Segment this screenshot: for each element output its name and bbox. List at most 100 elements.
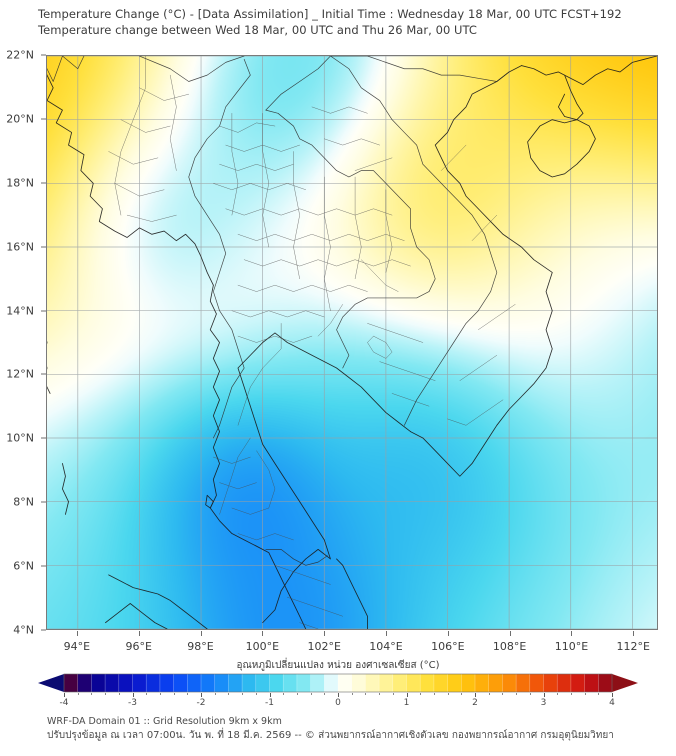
colorbar-minor-tick [433, 693, 435, 695]
colorbar-minor-tick [584, 693, 586, 695]
latitude-tick-mark [41, 118, 46, 120]
longitude-tick-label: 110°E [554, 640, 589, 653]
latitude-tick-label: 18°N [6, 176, 34, 190]
latitude-tick-mark [41, 565, 46, 567]
colorbar-major-tick [475, 693, 476, 697]
colorbar-minor-tick [598, 693, 600, 695]
colorbar-minor-tick [228, 693, 230, 695]
chart-title-block: Temperature Change (°C) - [Data Assimila… [38, 7, 658, 38]
colorbar-minor-tick [105, 693, 107, 695]
longitude-tick-mark [386, 631, 387, 636]
colorbar-major-tick [201, 693, 202, 697]
colorbar-minor-tick [570, 693, 572, 695]
colorbar-tick-label: 4 [609, 698, 615, 708]
longitude-tick-label: 112°E [616, 640, 650, 653]
colorbar-tick-label: 2 [472, 698, 478, 708]
latitude-tick-label: 4°N [13, 623, 34, 637]
footer-block: WRF-DA Domain 01 :: Grid Resolution 9km … [47, 715, 667, 743]
longitude-tick-label: 94°E [63, 640, 91, 653]
colorbar-extend-arrows [38, 674, 638, 692]
longitude-tick-label: 102°E [307, 640, 341, 653]
colorbar-tick-label: 3 [540, 698, 547, 708]
colorbar-minor-tick [283, 693, 285, 695]
colorbar-major-tick [132, 693, 134, 697]
colorbar-minor-tick [557, 693, 559, 695]
colorbar-minor-tick [324, 693, 326, 695]
longitude-tick-mark [633, 631, 635, 636]
colorbar-minor-tick [255, 693, 257, 695]
latitude-tick-label: 6°N [13, 559, 34, 573]
colorbar-tick-label: 1 [403, 698, 410, 708]
colorbar-minor-tick [529, 693, 531, 695]
colorbar-minor-tick [173, 693, 175, 695]
colorbar-title: อุณหภูมิเปลี่ยนแปลง หน่วย องศาเซลเซียส (… [236, 660, 440, 671]
colorbar-minor-tick [365, 693, 367, 695]
footer-credit-thai: ปรับปรุงข้อมูล ณ เวลา 07:00น. วัน พ. ที่… [47, 730, 614, 741]
colorbar-minor-tick [351, 693, 353, 695]
colorbar-minor-tick [77, 693, 79, 695]
colorbar-block: อุณหภูมิเปลี่ยนแปลง หน่วย องศาเซลเซียส (… [38, 658, 638, 710]
colorbar-tick-label: -4 [59, 698, 69, 708]
latitude-tick-label: 14°N [6, 304, 34, 318]
latitude-tick-label: 22°N [6, 48, 34, 62]
colorbar-minor-tick [296, 693, 298, 695]
longitude-tick-mark [76, 631, 78, 636]
colorbar-major-tick [406, 693, 408, 697]
latitude-tick-label: 8°N [13, 495, 34, 509]
colorbar-major-tick [269, 693, 271, 697]
latitude-tick-mark [41, 246, 46, 248]
longitude-tick-mark [262, 631, 264, 636]
colorbar-minor-tick [146, 693, 148, 695]
colorbar-major-tick [543, 693, 545, 697]
colorbar-band-separators [77, 674, 599, 692]
latitude-tick-mark [41, 54, 46, 56]
longitude-tick-mark [138, 631, 140, 636]
colorbar-minor-tick [488, 693, 490, 695]
chart-title-line-1: Temperature Change (°C) - [Data Assimila… [38, 7, 622, 21]
colorbar-tick-label: 0 [335, 698, 341, 708]
colorbar-minor-tick [447, 693, 449, 695]
colorbar-tick-label: -1 [265, 698, 274, 708]
longitude-tick-label: 104°E [369, 640, 403, 653]
colorbar-minor-tick [461, 693, 463, 695]
colorbar-minor-tick [516, 693, 518, 695]
temperature-field-canvas [47, 56, 657, 629]
colorbar-tick-row: -4 -3 -2 -1 0 1 2 3 4 [38, 693, 638, 709]
latitude-tick-mark [41, 310, 46, 312]
longitude-tick-mark [200, 631, 202, 636]
chart-title-line-2: Temperature change between Wed 18 Mar, 0… [38, 22, 477, 37]
colorbar-minor-tick [214, 693, 216, 695]
longitude-tick-label: 108°E [492, 640, 527, 653]
colorbar-tick-label: -2 [196, 698, 206, 708]
colorbar-major-tick [64, 693, 65, 697]
latitude-tick-mark [41, 629, 46, 631]
latitude-tick-label: 16°N [6, 240, 34, 254]
longitude-tick-mark [447, 631, 449, 636]
longitude-axis: 94°E 96°E 98°E 100°E 102°E 104°E 106°E 108°E 110… [46, 631, 658, 655]
latitude-tick-label: 20°N [6, 112, 34, 126]
longitude-tick-label: 106°E [431, 640, 465, 653]
colorbar-gradient[interactable] [38, 673, 638, 693]
latitude-tick-label: 10°N [6, 431, 34, 445]
longitude-tick-mark [571, 631, 573, 636]
colorbar-minor-tick [379, 693, 381, 695]
latitude-axis: 4°N 6°N 8°N 10°N 12°N 14°N 16°N 18°N 20°N 22°N [0, 49, 46, 637]
longitude-tick-label: 100°E [245, 640, 280, 653]
latitude-tick-mark [41, 373, 46, 375]
latitude-tick-label: 12°N [6, 367, 34, 381]
colorbar-minor-tick [242, 693, 244, 695]
latitude-tick-mark [41, 437, 46, 439]
colorbar-minor-tick [392, 693, 394, 695]
colorbar-minor-tick [310, 693, 312, 695]
colorbar-minor-tick [91, 693, 93, 695]
longitude-tick-mark [509, 631, 511, 636]
colorbar-minor-tick [502, 693, 504, 695]
colorbar-major-tick [338, 693, 339, 697]
colorbar-tick-label: -3 [128, 698, 137, 708]
colorbar-minor-tick [187, 693, 189, 695]
colorbar-major-tick [612, 693, 613, 697]
colorbar-minor-tick [118, 693, 120, 695]
temperature-anomaly-map[interactable] [46, 55, 658, 630]
latitude-tick-mark [41, 182, 46, 184]
footer-model-info: WRF-DA Domain 01 :: Grid Resolution 9km … [47, 716, 282, 727]
